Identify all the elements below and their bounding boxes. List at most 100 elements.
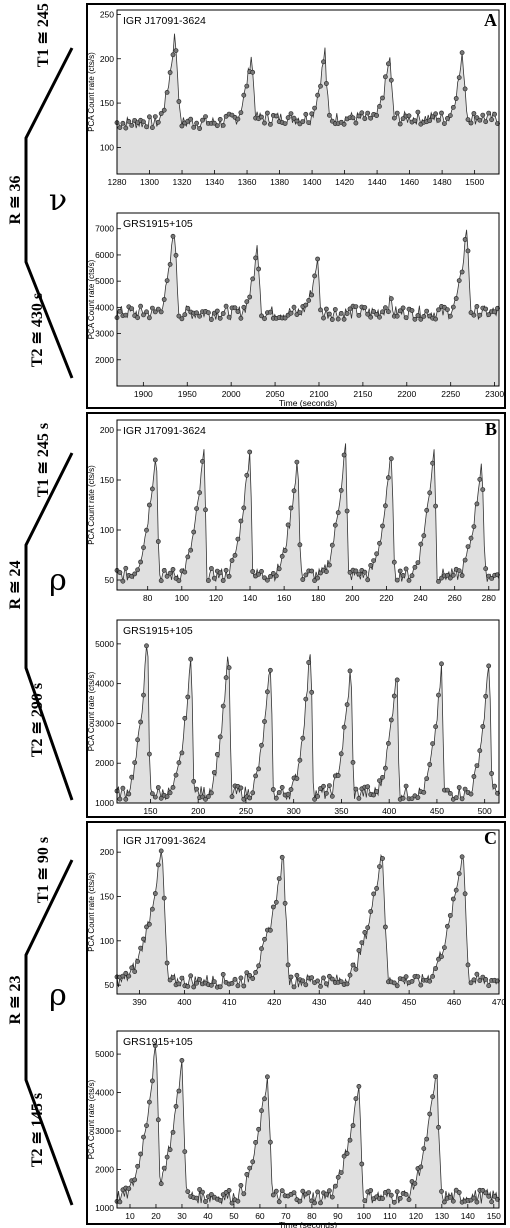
data-point [385, 61, 391, 67]
data-point [306, 297, 312, 303]
data-point [247, 973, 253, 978]
y-tick-label: 150 [100, 98, 114, 108]
data-point [462, 786, 468, 792]
data-point [456, 785, 462, 790]
data-point [382, 74, 388, 80]
data-point [335, 510, 341, 516]
data-point [247, 795, 253, 801]
data-point [444, 923, 450, 929]
data-point [276, 1199, 282, 1205]
data-point [394, 983, 400, 989]
data-point [179, 1058, 185, 1063]
data-point [291, 1190, 297, 1195]
data-point [152, 794, 158, 800]
data-point [427, 490, 433, 496]
data-point [173, 1104, 179, 1109]
data-point [238, 1183, 244, 1188]
source-label: IGR J17091-3624 [123, 15, 206, 27]
data-point [433, 316, 438, 322]
data-point [211, 575, 217, 581]
x-tick-label: 1460 [400, 177, 419, 187]
data-point [182, 715, 188, 721]
period-t2-label: T2 ≅ 290 s [29, 683, 46, 757]
data-point [447, 113, 453, 118]
data-point [300, 577, 306, 582]
data-point [374, 886, 379, 891]
data-point [197, 313, 202, 319]
data-point [176, 981, 182, 987]
data-point [486, 312, 492, 318]
data-point [433, 966, 438, 971]
data-point [341, 1153, 347, 1159]
data-point [276, 566, 282, 572]
curve-fill [117, 850, 499, 994]
data-point [126, 791, 132, 797]
data-point [377, 778, 382, 783]
data-point [294, 459, 300, 465]
data-point [155, 119, 161, 125]
data-point [194, 506, 199, 511]
data-point [194, 1195, 199, 1201]
period-t1-label: T1 ≅ 245 s [35, 0, 52, 67]
data-point [450, 896, 456, 902]
data-point [232, 976, 238, 982]
data-point [208, 790, 214, 796]
data-point [270, 1192, 276, 1198]
data-point [486, 1193, 492, 1199]
data-point [247, 449, 253, 455]
data-point [335, 316, 341, 322]
data-point [244, 472, 250, 478]
data-point [170, 1129, 176, 1135]
data-point [368, 115, 374, 121]
data-point [182, 312, 188, 318]
data-point [176, 760, 182, 766]
data-point [441, 121, 447, 126]
data-point [483, 1190, 489, 1196]
data-point [436, 579, 441, 584]
data-point [400, 573, 406, 578]
data-point [403, 974, 409, 980]
data-point [244, 299, 250, 305]
data-point [214, 752, 220, 757]
x-tick-label: 70 [281, 1211, 291, 1221]
data-point [489, 1199, 494, 1205]
x-tick-label: 160 [277, 593, 291, 603]
data-point [188, 116, 194, 122]
data-point [326, 1188, 332, 1194]
data-point [226, 314, 232, 320]
data-point [465, 248, 471, 254]
data-point [424, 308, 430, 314]
data-point [297, 310, 303, 315]
data-point [483, 693, 489, 699]
data-point [235, 536, 241, 542]
period-t2-label: T2 ≅ 145 s [29, 1093, 46, 1167]
data-point [436, 117, 441, 123]
data-point [220, 123, 226, 128]
data-point [158, 578, 164, 584]
data-point [489, 771, 494, 776]
data-point [144, 124, 149, 130]
data-point [368, 314, 374, 320]
data-point [144, 924, 149, 930]
x-tick-label: 1340 [205, 177, 224, 187]
x-tick-label: 20 [151, 1211, 161, 1221]
period-t1-label: T1 ≅ 245 s [35, 423, 52, 497]
data-point [489, 576, 494, 581]
x-tick-label: 450 [430, 806, 444, 816]
data-point [474, 971, 480, 977]
data-point [300, 1188, 306, 1194]
data-point [303, 111, 309, 117]
data-point [323, 1191, 329, 1197]
data-point [374, 551, 379, 557]
x-tick-label: 1950 [178, 389, 197, 399]
data-point [326, 783, 332, 788]
data-point [176, 578, 182, 584]
y-tick-label: 150 [100, 891, 114, 901]
data-point [173, 48, 179, 53]
data-point [211, 770, 217, 775]
data-point [167, 570, 173, 576]
data-point [377, 314, 382, 320]
y-axis-label: PCA Count rate (cts/s) [87, 671, 96, 751]
data-point [294, 776, 300, 781]
data-point [250, 569, 256, 574]
